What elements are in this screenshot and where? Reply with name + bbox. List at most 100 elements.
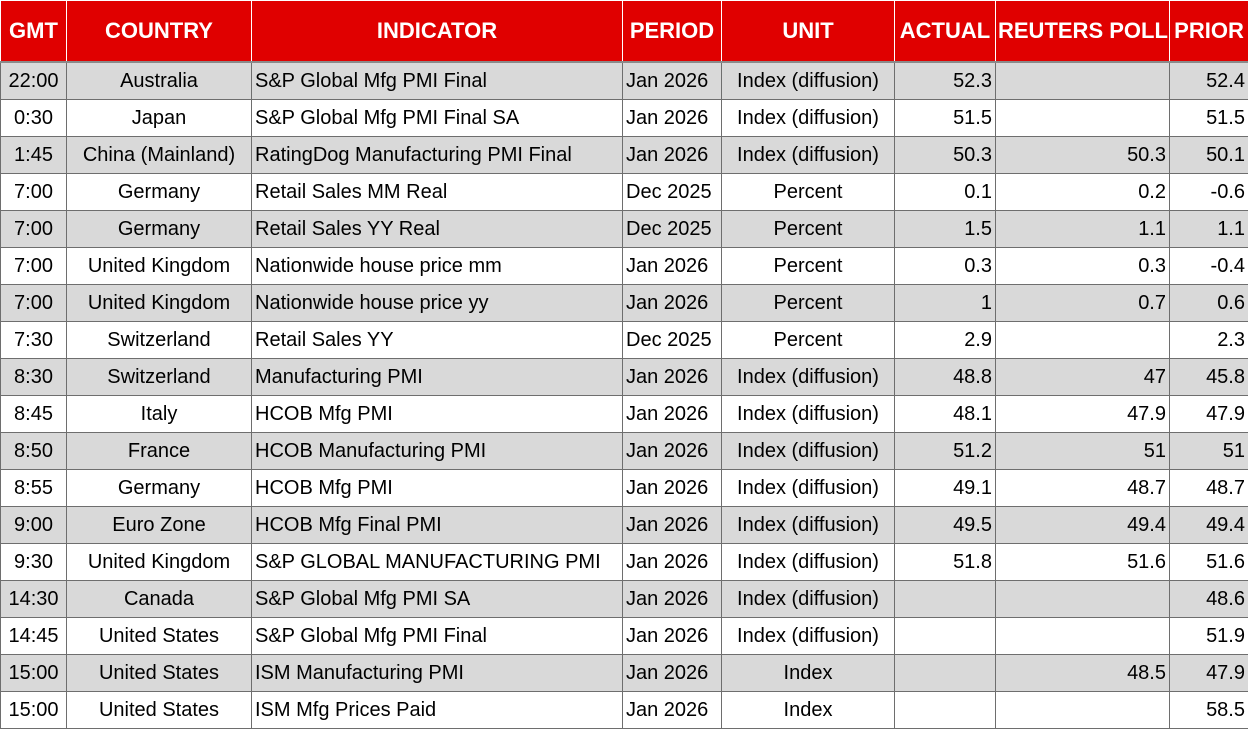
cell-gmt: 14:45 — [1, 618, 67, 655]
cell-country: China (Mainland) — [67, 137, 252, 174]
column-header-prior: PRIOR — [1170, 1, 1248, 63]
cell-gmt: 9:30 — [1, 544, 67, 581]
cell-unit: Index (diffusion) — [722, 470, 895, 507]
cell-gmt: 7:00 — [1, 285, 67, 322]
cell-prior: 47.9 — [1170, 396, 1248, 433]
cell-period: Jan 2026 — [623, 470, 722, 507]
cell-reuters-poll — [996, 692, 1170, 729]
cell-indicator: ISM Mfg Prices Paid — [252, 692, 623, 729]
cell-country: Euro Zone — [67, 507, 252, 544]
cell-unit: Percent — [722, 285, 895, 322]
cell-actual: 51.2 — [895, 433, 996, 470]
cell-period: Jan 2026 — [623, 692, 722, 729]
cell-country: Germany — [67, 211, 252, 248]
cell-prior: 50.1 — [1170, 137, 1248, 174]
cell-indicator: S&P GLOBAL MANUFACTURING PMI — [252, 544, 623, 581]
cell-unit: Index (diffusion) — [722, 100, 895, 137]
cell-country: Canada — [67, 581, 252, 618]
cell-reuters-poll: 0.3 — [996, 248, 1170, 285]
cell-prior: 48.6 — [1170, 581, 1248, 618]
cell-indicator: S&P Global Mfg PMI SA — [252, 581, 623, 618]
cell-unit: Percent — [722, 174, 895, 211]
column-header-unit: UNIT — [722, 1, 895, 63]
cell-period: Jan 2026 — [623, 618, 722, 655]
cell-unit: Index (diffusion) — [722, 618, 895, 655]
cell-prior: 1.1 — [1170, 211, 1248, 248]
cell-prior: 51.5 — [1170, 100, 1248, 137]
cell-gmt: 8:50 — [1, 433, 67, 470]
cell-period: Dec 2025 — [623, 174, 722, 211]
cell-country: Switzerland — [67, 359, 252, 396]
cell-indicator: S&P Global Mfg PMI Final — [252, 618, 623, 655]
cell-period: Jan 2026 — [623, 433, 722, 470]
cell-gmt: 8:55 — [1, 470, 67, 507]
cell-actual: 48.1 — [895, 396, 996, 433]
cell-reuters-poll: 49.4 — [996, 507, 1170, 544]
cell-actual: 52.3 — [895, 62, 996, 100]
cell-reuters-poll — [996, 581, 1170, 618]
cell-country: Germany — [67, 470, 252, 507]
cell-gmt: 14:30 — [1, 581, 67, 618]
cell-gmt: 1:45 — [1, 137, 67, 174]
cell-period: Jan 2026 — [623, 655, 722, 692]
cell-indicator: Retail Sales MM Real — [252, 174, 623, 211]
cell-gmt: 8:45 — [1, 396, 67, 433]
cell-country: Italy — [67, 396, 252, 433]
cell-unit: Percent — [722, 248, 895, 285]
cell-indicator: HCOB Mfg PMI — [252, 396, 623, 433]
cell-prior: -0.6 — [1170, 174, 1248, 211]
cell-prior: -0.4 — [1170, 248, 1248, 285]
cell-unit: Index (diffusion) — [722, 544, 895, 581]
cell-period: Jan 2026 — [623, 507, 722, 544]
cell-indicator: S&P Global Mfg PMI Final SA — [252, 100, 623, 137]
cell-unit: Index (diffusion) — [722, 507, 895, 544]
cell-actual: 0.1 — [895, 174, 996, 211]
cell-reuters-poll: 1.1 — [996, 211, 1170, 248]
column-header-gmt: GMT — [1, 1, 67, 63]
cell-indicator: Manufacturing PMI — [252, 359, 623, 396]
cell-unit: Index (diffusion) — [722, 433, 895, 470]
cell-unit: Index (diffusion) — [722, 396, 895, 433]
cell-reuters-poll: 50.3 — [996, 137, 1170, 174]
cell-prior: 2.3 — [1170, 322, 1248, 359]
cell-actual: 1.5 — [895, 211, 996, 248]
cell-country: United States — [67, 618, 252, 655]
cell-prior: 45.8 — [1170, 359, 1248, 396]
cell-indicator: HCOB Manufacturing PMI — [252, 433, 623, 470]
cell-reuters-poll: 51.6 — [996, 544, 1170, 581]
cell-reuters-poll — [996, 100, 1170, 137]
cell-actual — [895, 581, 996, 618]
cell-actual: 1 — [895, 285, 996, 322]
cell-unit: Index (diffusion) — [722, 359, 895, 396]
cell-unit: Index — [722, 655, 895, 692]
cell-reuters-poll: 0.7 — [996, 285, 1170, 322]
cell-period: Jan 2026 — [623, 285, 722, 322]
column-header-actual: ACTUAL — [895, 1, 996, 63]
cell-reuters-poll: 47 — [996, 359, 1170, 396]
cell-gmt: 8:30 — [1, 359, 67, 396]
cell-unit: Index (diffusion) — [722, 137, 895, 174]
cell-actual: 49.1 — [895, 470, 996, 507]
cell-actual: 49.5 — [895, 507, 996, 544]
cell-period: Jan 2026 — [623, 359, 722, 396]
cell-country: United Kingdom — [67, 285, 252, 322]
cell-period: Jan 2026 — [623, 248, 722, 285]
cell-actual: 2.9 — [895, 322, 996, 359]
cell-actual: 0.3 — [895, 248, 996, 285]
cell-indicator: Nationwide house price mm — [252, 248, 623, 285]
cell-prior: 51.9 — [1170, 618, 1248, 655]
cell-gmt: 0:30 — [1, 100, 67, 137]
